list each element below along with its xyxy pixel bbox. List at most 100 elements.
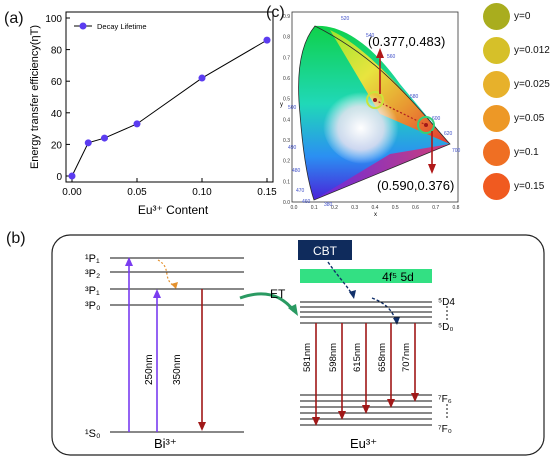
eu-upper-levels: [300, 301, 432, 324]
legend: Decay Lifetime: [74, 22, 147, 31]
level-3P2: ³P₂: [85, 268, 100, 280]
cie-x-tick: 0.2: [331, 205, 338, 211]
wl-490: 490: [288, 145, 297, 151]
data-point: [198, 74, 206, 82]
wl-620: 620: [444, 131, 453, 137]
band-label: 4f⁵ 5d: [382, 270, 414, 284]
point2-arrowhead: [428, 164, 436, 174]
y-tick-label: 80: [51, 46, 63, 57]
cie-x-tick: 0.4: [372, 205, 379, 211]
relaxation-curve: [157, 259, 175, 287]
excitation-250-label: 250nm: [144, 354, 155, 385]
color-swatch: [483, 173, 510, 200]
point2-dot: [424, 123, 428, 127]
cie-x-tick: 0.7: [432, 205, 439, 211]
point2-circle: [417, 116, 435, 134]
data-point: [101, 134, 108, 142]
emission-arrowhead: [362, 405, 370, 414]
cie-diagram: 0.0 0.1 0.2 0.3 0.4 0.5 0.6 0.7 0.8 0.0 0.1 0.2 0.3…: [280, 11, 461, 218]
x-tick-label: 0.05: [127, 187, 147, 198]
plot-frame: [65, 11, 274, 183]
level-5D4: ⁵D4: [438, 297, 455, 308]
level-3P1: ³P₁: [85, 285, 100, 297]
legend-label: Decay Lifetime: [97, 22, 147, 31]
emission-arrowhead: [387, 399, 395, 408]
wavelength-labels: 520 540 560 580 600 620 700 500 490 480 …: [288, 16, 461, 208]
wl-380: 380: [324, 202, 333, 208]
wl-500: 500: [288, 105, 297, 111]
wl-520: 520: [341, 16, 350, 22]
y-tick-label: 20: [51, 140, 63, 151]
wl-540: 540: [366, 33, 375, 39]
cbt-decay-path: [327, 261, 353, 295]
cie-y-axis: y: [280, 102, 283, 108]
point1-circle: [366, 91, 384, 109]
point2-label: (0.590,0.376): [377, 178, 454, 193]
point1-label: (0.377,0.483): [368, 34, 445, 49]
cie-y-tick: 0.9: [283, 14, 290, 20]
series-line: [71, 39, 268, 177]
cie-y-tick: 0.3: [283, 138, 290, 144]
swatch-column: y=0 y=0.0125 y=0.025 y=0.05 y=0.1 y=0.15: [482, 0, 550, 210]
x-axis-label: Eu³⁺ Content: [138, 203, 209, 217]
color-swatch: [483, 37, 510, 64]
panel-a-label: (a): [4, 10, 24, 27]
x-tick-label: 0.00: [62, 187, 82, 198]
cbt-box: [298, 240, 352, 260]
et-label: ET: [270, 287, 286, 301]
et-arrow: [239, 292, 296, 312]
y-tick-label: 60: [51, 77, 63, 88]
y-axis-label: Energy transfer efficiency(ηT): [29, 25, 41, 169]
emission-label: 615nm: [352, 343, 363, 372]
cie-y-tick: 0.1: [283, 179, 290, 185]
emission-arrowhead: [338, 411, 346, 420]
bi-ion-label: Bi³⁺: [154, 436, 177, 451]
cbt-label: CBT: [313, 244, 338, 258]
emission-label: 581nm: [302, 343, 313, 372]
swatch-label: y=0: [514, 11, 531, 22]
chart-a: 0 20 40 60 80 100 0.00 0.05 0.10 0.15 Decay Life…: [29, 11, 277, 217]
emission-arrowhead: [312, 417, 320, 426]
bi-level-labels: ¹P₁ ³P₂ ³P₁ ³P₀ ¹S₀: [85, 253, 101, 440]
wl-700: 700: [452, 148, 461, 154]
color-swatch: [483, 71, 510, 98]
cie-x-tick: 0.6: [412, 205, 419, 211]
wl-480: 480: [292, 168, 301, 174]
swatch-label: y=0.15: [514, 181, 545, 192]
emission-label: 707nm: [401, 343, 412, 372]
wl-560: 560: [387, 54, 396, 60]
level-7F6: ⁷F₆: [438, 394, 452, 405]
emission-arrowhead: [411, 393, 419, 402]
excitation-350-arrowhead: [153, 289, 161, 298]
y-tick-label: 0: [56, 172, 62, 183]
color-swatch: [483, 139, 510, 166]
color-swatch: [483, 3, 510, 30]
excitation-250-arrowhead: [125, 257, 133, 266]
point1-arrowhead: [376, 48, 384, 58]
emission-label: 658nm: [377, 343, 388, 372]
cie-y-tick: 0.4: [283, 117, 290, 123]
x-tick-label: 0.10: [192, 187, 212, 198]
swatch-label: y=0.05: [514, 113, 545, 124]
cbt-decay-arrowhead-2: [393, 317, 400, 325]
level-5D0: ⁵D₀: [438, 322, 454, 333]
cie-x-tick: 0.8: [453, 205, 460, 211]
emission-label: 598nm: [328, 343, 339, 372]
panel-c-label: (c): [266, 4, 285, 21]
cie-y-tick: 0.8: [283, 35, 290, 41]
level-3P0: ³P₀: [85, 300, 101, 312]
wl-470: 470: [296, 188, 305, 194]
y-tick-label: 40: [51, 109, 63, 120]
panel-b-label: (b): [6, 230, 26, 247]
point1-dot: [373, 98, 377, 102]
data-point: [133, 120, 141, 128]
x-tick-label: 0.15: [257, 187, 277, 198]
diagram-frame: [51, 234, 545, 456]
cie-y-tick: 0.7: [283, 55, 290, 61]
bi-emission-arrowhead: [198, 422, 206, 431]
excitation-350-label: 350nm: [172, 354, 183, 385]
relaxation-arrowhead: [171, 282, 178, 289]
cie-x-tick: 0.0: [291, 205, 298, 211]
cie-x-tick: 0.5: [392, 205, 399, 211]
level-1S0: ¹S₀: [85, 428, 101, 440]
